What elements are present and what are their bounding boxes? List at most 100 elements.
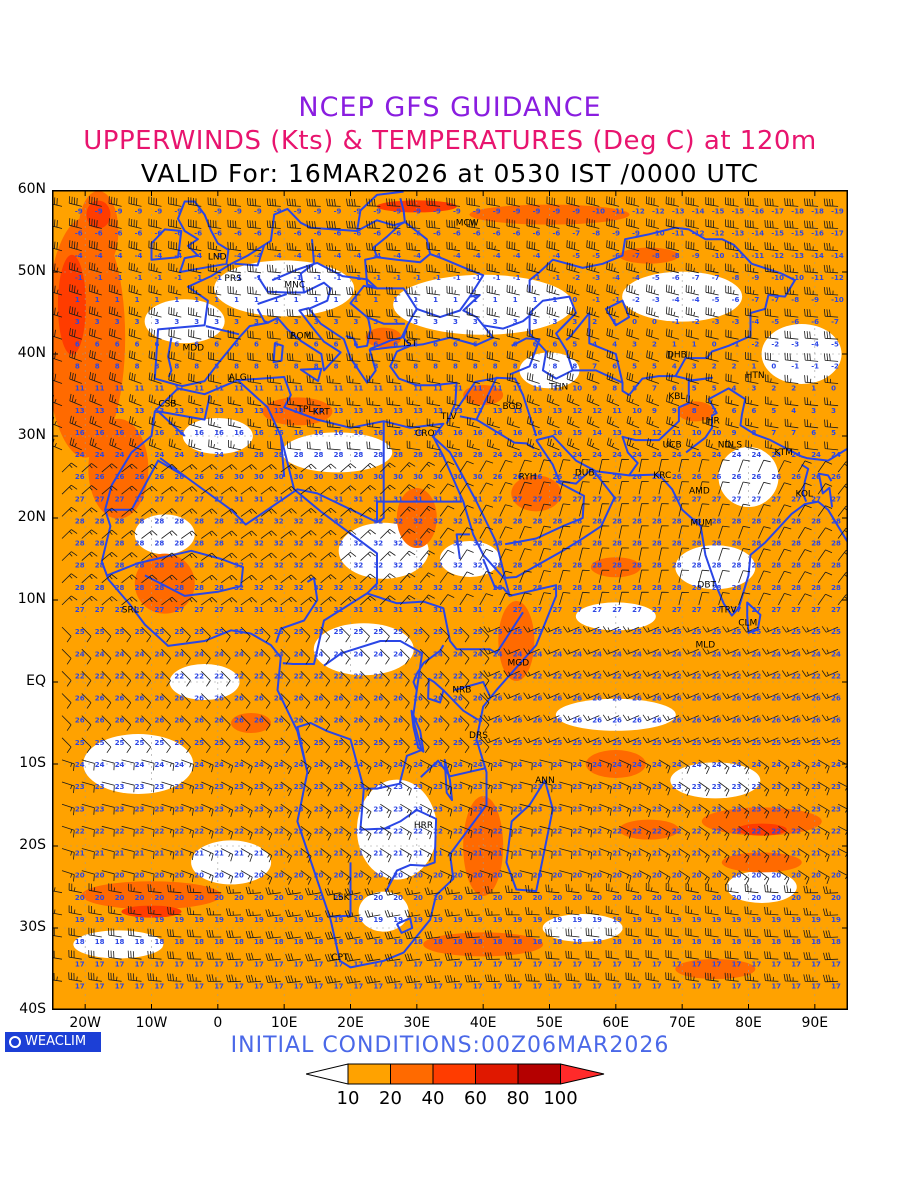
temperature-value: 6 [453,340,458,348]
lat-label: EQ [26,673,46,689]
wind-barb [705,329,719,340]
wind-barb [486,219,500,229]
station-label: AMD [689,486,710,496]
temperature-value: 25 [473,628,483,636]
temperature-value: 18 [572,938,582,946]
wind-barb [459,571,474,584]
temperature-value: 24 [752,650,762,658]
temperature-value: 21 [194,850,204,858]
wind-barb [784,308,799,318]
temperature-value: 26 [354,695,364,703]
wind-barb [823,198,839,207]
wind-barb [406,330,421,340]
wind-barb [585,905,600,916]
wind-barb [240,848,253,862]
wind-barb [662,670,680,677]
temperature-value: 27 [712,495,722,503]
wind-barb [424,953,441,961]
temperature-value: 28 [612,562,622,570]
wind-barb [439,505,455,517]
temperature-value: 24 [732,650,742,658]
temperature-value: 22 [533,827,543,835]
temperature-value: 26 [453,695,463,703]
wind-barb [698,547,710,561]
station-label: HTN [746,371,765,381]
wind-barb [678,781,691,796]
temperature-value: 11 [493,385,503,393]
temperature-value: 8 [294,363,299,371]
wind-barb [483,736,500,744]
temperature-value: 23 [771,805,781,813]
wind-temperature-map[interactable]: -9 -9 -9 -9 -9 -9 -9 -9 -9 -9 -9 -9 -9 -9 -9 -9 -9 -9 -9 -9… [52,190,848,1010]
wind-barb [599,759,612,772]
temperature-value: 24 [592,761,602,769]
temperature-value: 11 [612,407,622,415]
temperature-value: 24 [393,761,403,769]
map-panel[interactable]: -9 -9 -9 -9 -9 -9 -9 -9 -9 -9 -9 -9 -9 -9 -9 -9 -9 -9 -9 -9… [52,190,848,1010]
temperature-value: 1 [752,363,757,371]
temperature-value: 28 [513,562,523,570]
temperature-value: 26 [672,473,682,481]
wind-barb [781,626,799,633]
temperature-value: 3 [194,318,199,326]
temperature-value: 8 [692,407,697,415]
temperature-value: 19 [433,916,443,924]
wind-barb [559,781,573,793]
temperature-value: 22 [135,672,145,680]
wind-barb [260,486,277,495]
wind-barb [121,530,138,539]
temperature-value: 28 [612,540,622,548]
wind-barb [201,759,214,773]
wind-barb [320,626,331,643]
temperature-value: 11 [553,385,563,393]
wind-barb [380,626,390,643]
wind-barb [439,737,450,754]
wind-barb [419,671,430,687]
wind-barb [201,464,218,473]
wind-barb [346,198,361,207]
temperature-value: 22 [453,672,463,680]
wind-barb [725,263,739,274]
temperature-value: -1 [194,274,202,282]
wind-barb [724,972,739,982]
temperature-value: 18 [831,938,841,946]
wind-barb [646,284,660,296]
temperature-value: 13 [174,407,184,415]
wind-barb [324,909,341,918]
wind-barb [645,196,659,207]
wind-barb [505,907,520,916]
temperature-value: 24 [732,761,742,769]
wind-barb [226,974,242,983]
country-border [685,387,848,462]
temperature-value: 26 [513,717,523,725]
temperature-value: 26 [155,717,165,725]
wind-barb [260,848,273,863]
temperature-value: 32 [314,584,324,592]
wind-barb [539,803,553,815]
temperature-value: -6 [433,230,441,238]
wind-barb [128,394,142,407]
temperature-value: -4 [513,252,521,260]
wind-barb [360,803,372,819]
temperature-value: 24 [95,761,105,769]
wind-barb [61,484,78,495]
temperature-value: 16 [334,429,344,437]
wind-barb [598,481,610,495]
temperature-value: 31 [354,495,364,503]
temperature-value: 31 [294,606,304,614]
wind-barb [519,459,532,473]
wind-barb [685,883,699,894]
temperature-value: 3 [354,318,359,326]
wind-barb [324,887,341,896]
wind-barb [186,907,202,916]
temperature-value: 6 [174,340,179,348]
wind-barb [247,330,262,340]
temperature-value: 21 [811,850,821,858]
wind-barb [360,573,376,584]
wind-barb [419,461,435,473]
temperature-value: 28 [393,451,403,459]
wind-barb [705,950,719,960]
wind-barb [499,526,513,539]
wind-barb [566,372,580,384]
wind-barb [384,887,401,896]
